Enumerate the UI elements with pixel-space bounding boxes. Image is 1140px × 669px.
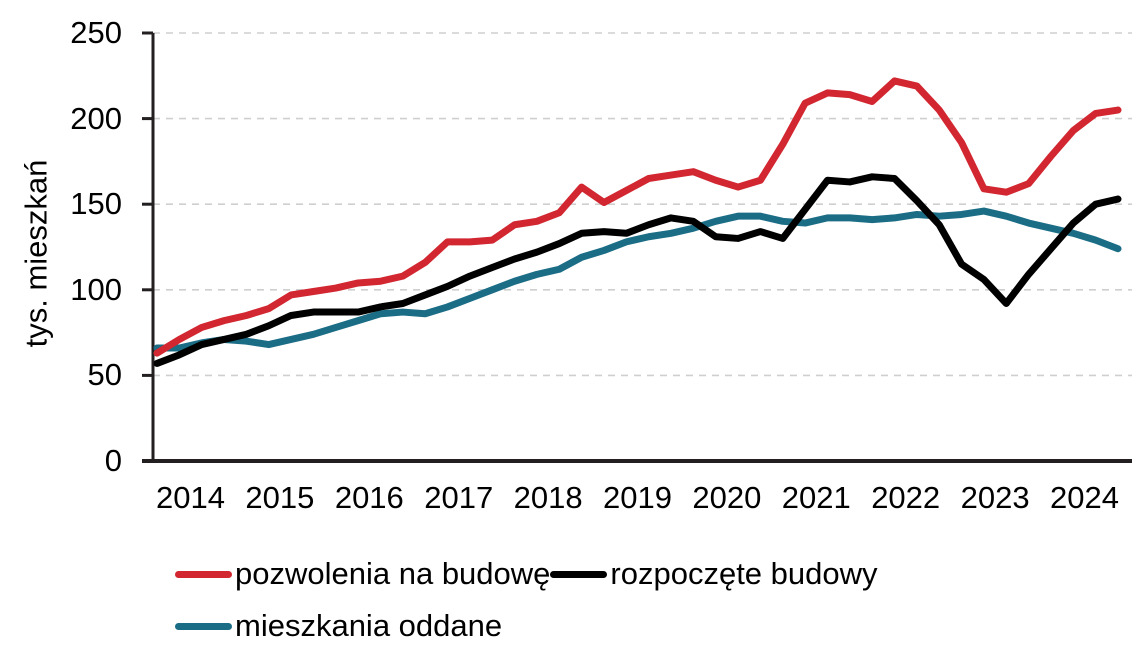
chart-legend: pozwolenia na budowę rozpoczęte budowy m…: [175, 548, 1115, 652]
x-axis-tick-label: 2018: [513, 480, 583, 515]
legend-row-1: pozwolenia na budowę rozpoczęte budowy: [175, 548, 1115, 600]
gridlines: [153, 32, 1132, 462]
y-axis-tick-value: 200: [70, 100, 122, 136]
legend-item-oddane[interactable]: mieszkania oddane: [175, 609, 502, 643]
legend-label: pozwolenia na budowę: [235, 556, 551, 591]
y-axis-tick-value: 0: [104, 443, 122, 478]
y-axis-tick-value: 150: [70, 186, 122, 222]
series-line: [153, 77, 1122, 357]
series-line: [153, 173, 1122, 367]
data-series-layer: [153, 77, 1122, 367]
x-axis-tick-label: 2020: [692, 480, 762, 515]
legend-swatch-line-icon: [550, 570, 608, 578]
x-axis-tick-label: 2019: [603, 480, 672, 515]
y-axis-tick-value: 100: [70, 271, 122, 307]
y-axis-tick-value: 250: [70, 15, 122, 50]
x-axis-tick-label: 2024: [1049, 480, 1119, 515]
axis-lines: [142, 31, 1132, 463]
legend-swatch-line-icon: [175, 570, 232, 578]
x-axis-tick-label: 2022: [871, 480, 941, 515]
x-axis-tick-label: 2015: [245, 480, 315, 515]
x-axis-tick-label: 2021: [781, 480, 851, 515]
x-axis-tick-label: 2014: [156, 480, 225, 515]
x-axis-tick-label: 2016: [334, 480, 404, 515]
x-axis-tick-label: 2023: [960, 480, 1030, 515]
y-axis-tick-value: 50: [87, 357, 122, 393]
x-axis-tick-label: 2017: [424, 480, 494, 515]
legend-swatch-line-icon: [175, 622, 232, 630]
legend-label: mieszkania oddane: [235, 608, 503, 643]
legend-item-rozpoczete[interactable]: rozpoczęte budowy: [550, 556, 878, 591]
legend-item-pozwolenia[interactable]: pozwolenia na budowę: [175, 557, 550, 591]
series-line: [153, 207, 1122, 352]
legend-label: rozpoczęte budowy: [610, 556, 878, 591]
legend-row-2: mieszkania oddane: [175, 600, 1115, 652]
